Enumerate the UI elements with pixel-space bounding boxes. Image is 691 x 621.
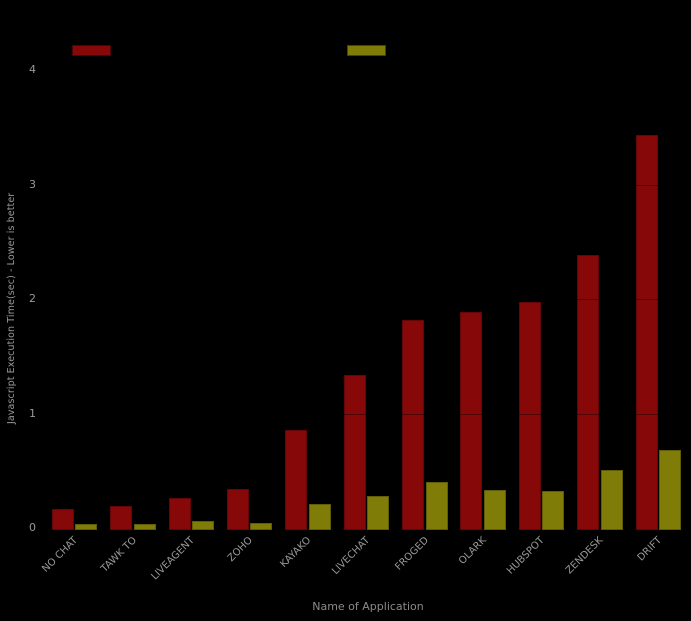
y-tick-label: 4 bbox=[29, 63, 36, 76]
bar-dark-red bbox=[344, 375, 366, 530]
bar-dark-red bbox=[227, 489, 249, 530]
bar-dark-red bbox=[577, 255, 599, 530]
bar-dark-red bbox=[110, 506, 132, 530]
x-tick-label: LIVECHAT bbox=[329, 535, 372, 577]
y-tick-label: 3 bbox=[29, 178, 36, 191]
bar-dark-red bbox=[285, 430, 307, 530]
x-tick-label: LIVEAGENT bbox=[149, 535, 197, 583]
gridline bbox=[45, 299, 691, 300]
x-tick-label: DRIFT bbox=[635, 535, 664, 564]
bar-olive-yellow bbox=[134, 524, 156, 530]
bar-olive-yellow bbox=[659, 450, 681, 530]
x-tick-label: NO CHAT bbox=[40, 535, 80, 575]
bar-olive-yellow bbox=[601, 470, 623, 530]
gridline bbox=[45, 185, 691, 186]
bar-dark-red bbox=[519, 302, 541, 530]
bar-dark-red bbox=[169, 498, 191, 530]
x-tick-label: ZOHO bbox=[225, 535, 255, 565]
x-axis-title: Name of Application bbox=[312, 600, 424, 613]
legend-swatch-olive-yellow bbox=[347, 45, 386, 56]
bar-dark-red bbox=[636, 135, 658, 530]
x-tick-label: KAYAKO bbox=[278, 535, 314, 571]
y-tick-label: 1 bbox=[29, 407, 36, 420]
y-tick-label: 0 bbox=[29, 521, 36, 534]
gridline bbox=[45, 70, 691, 71]
bar-olive-yellow bbox=[426, 482, 448, 530]
gridline bbox=[45, 414, 691, 415]
legend-swatch-dark-red bbox=[72, 45, 111, 56]
bar-olive-yellow bbox=[484, 490, 506, 530]
x-tick-label: ZENDESK bbox=[564, 535, 606, 577]
bar-olive-yellow bbox=[75, 524, 97, 530]
bar-olive-yellow bbox=[250, 523, 272, 530]
y-tick-label: 2 bbox=[29, 292, 36, 305]
x-tick-label: TAWK TO bbox=[99, 535, 139, 575]
x-tick-label: HUBSPOT bbox=[505, 535, 547, 577]
x-tick-label: FROGED bbox=[393, 535, 431, 573]
x-tick-label: OLARK bbox=[456, 535, 489, 567]
bar-olive-yellow bbox=[192, 521, 214, 530]
bar-olive-yellow bbox=[309, 504, 331, 530]
y-axis-title: Javascript Execution Time(sec) - Lower i… bbox=[6, 192, 17, 424]
bar-olive-yellow bbox=[367, 496, 389, 530]
bar-dark-red bbox=[460, 312, 482, 530]
bar-olive-yellow bbox=[542, 491, 564, 530]
bar-dark-red bbox=[52, 509, 74, 530]
bar-dark-red bbox=[402, 320, 424, 530]
